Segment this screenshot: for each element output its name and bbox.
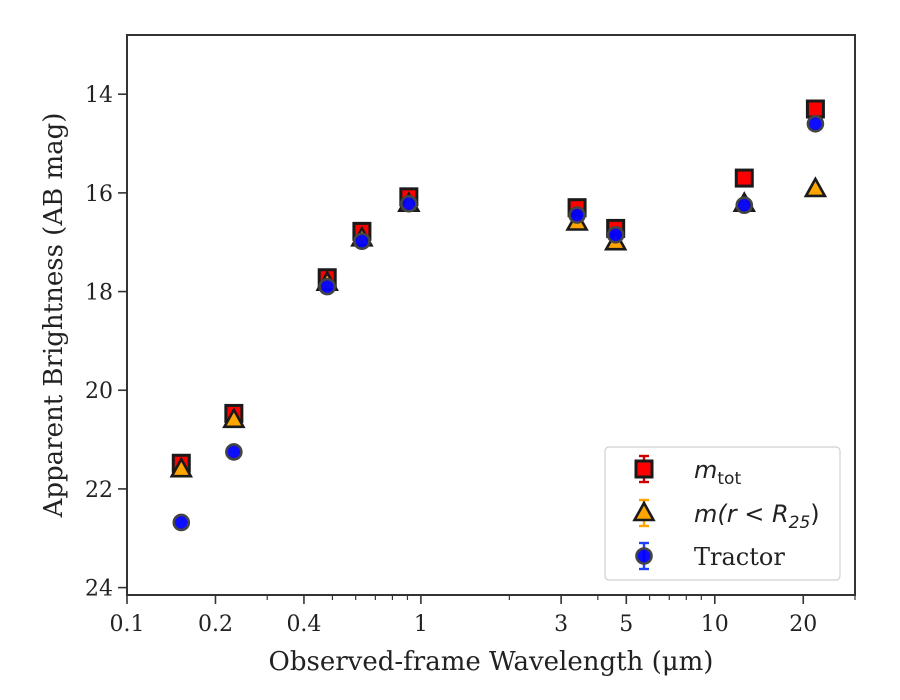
y-tick-label: 24	[85, 577, 113, 602]
legend-label-tail: )	[810, 500, 819, 528]
x-axis-label: Observed-frame Wavelength (μm)	[269, 647, 714, 677]
x-tick-label: 0.2	[198, 612, 233, 637]
data-point-circle	[606, 226, 625, 244]
legend-marker-square	[634, 459, 654, 479]
x-tick-label: 1	[414, 612, 428, 637]
x-tick-label: 0.4	[286, 612, 321, 637]
x-tick-label: 3	[554, 612, 568, 637]
legend-label: mtot	[694, 456, 741, 489]
legend-box	[604, 446, 841, 581]
x-axis: 0.1 0.2 0.4 1 3 5 10 20	[110, 595, 856, 637]
data-point-triangle	[169, 456, 193, 478]
plot-frame	[126, 34, 856, 596]
data-point-triangle	[222, 407, 246, 429]
data-point-circle	[400, 194, 418, 213]
data-point-circle	[225, 443, 243, 461]
legend-label-main: m	[694, 456, 717, 484]
y-axis: 14 16 18 20 22 24	[85, 83, 127, 602]
legend-label-main: m(r < R	[694, 500, 789, 528]
data-point-circle	[318, 277, 337, 296]
data-point-square	[805, 99, 825, 119]
data-point-circle	[735, 196, 754, 215]
x-tick-label: 5	[619, 612, 633, 637]
x-tick-label: 10	[701, 612, 729, 637]
legend-label-subscript: 25	[789, 513, 811, 533]
data-point-circle	[806, 115, 825, 133]
data-point-circle	[568, 206, 586, 224]
y-axis-label: Apparent Brightness (AB mag)	[39, 113, 69, 519]
plot-marks	[169, 99, 828, 532]
y-tick-label: 20	[85, 379, 113, 404]
data-point-square	[734, 168, 754, 188]
legend-marker-circle	[635, 547, 653, 565]
x-tick-label: 20	[789, 612, 817, 637]
series-circle	[172, 115, 825, 532]
y-tick-label: 16	[85, 182, 113, 207]
legend: mtot m(r < R25) Tractor	[604, 446, 841, 581]
data-point-circle	[353, 232, 371, 251]
legend-label: m(r < R25)	[694, 500, 820, 533]
data-point-triangle	[803, 176, 828, 198]
legend-label-subscript: tot	[717, 469, 741, 489]
y-tick-label: 22	[85, 478, 113, 503]
legend-marker-triangle	[632, 500, 656, 522]
y-tick-label: 18	[85, 281, 113, 306]
y-tick-label: 14	[85, 83, 113, 108]
x-tick-label: 0.1	[110, 612, 145, 637]
data-point-circle	[172, 513, 191, 532]
legend-label: Tractor	[694, 543, 785, 571]
